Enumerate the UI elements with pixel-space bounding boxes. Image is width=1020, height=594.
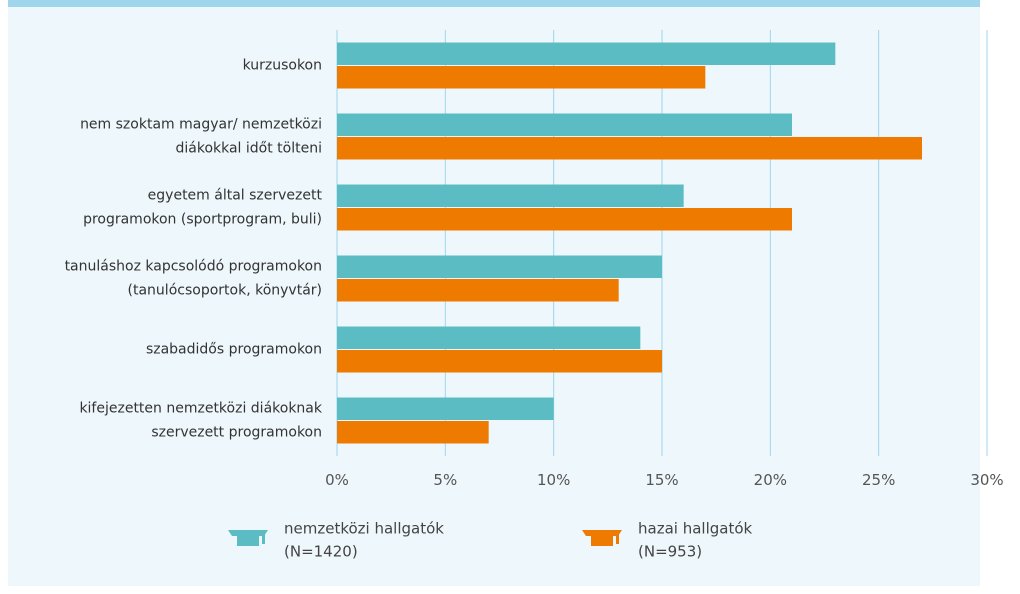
x-tick-label: 20% bbox=[754, 471, 787, 489]
x-tick-label: 30% bbox=[970, 471, 1003, 489]
bar bbox=[337, 350, 662, 373]
bar bbox=[337, 113, 792, 136]
y-tick-label: kifejezetten nemzetközi diákoknak szervez… bbox=[79, 401, 322, 441]
bar bbox=[337, 66, 706, 89]
bar bbox=[337, 208, 792, 231]
x-tick-label: 5% bbox=[433, 471, 457, 489]
legend-label: nemzetközi hallgatók (N=1420) bbox=[284, 519, 444, 560]
x-tick-label: 0% bbox=[325, 471, 349, 489]
legend-icon bbox=[262, 534, 265, 544]
bar bbox=[337, 421, 489, 444]
y-tick-label: nem szoktam magyar/ nemzetközi diákokkal … bbox=[80, 117, 322, 157]
bar bbox=[337, 255, 662, 278]
x-tick-label: 15% bbox=[645, 471, 678, 489]
bar bbox=[337, 326, 641, 349]
y-tick-label: szabadidős programokon bbox=[146, 342, 322, 358]
legend-icon bbox=[616, 534, 619, 544]
y-tick-label: tanuláshoz kapcsolódó programokon (tanuló… bbox=[65, 259, 322, 299]
legend-label: hazai hallgatók (N=953) bbox=[638, 519, 753, 560]
bar bbox=[337, 42, 836, 65]
legend-icon bbox=[228, 530, 268, 536]
y-tick-label: egyetem által szervezett programokon (spo… bbox=[83, 188, 322, 228]
top-border bbox=[8, 0, 980, 7]
bar bbox=[337, 137, 922, 160]
bar bbox=[337, 397, 554, 420]
y-tick-label: kurzusokon bbox=[243, 58, 322, 74]
bar bbox=[337, 279, 619, 302]
legend-icon bbox=[591, 536, 613, 546]
legend-icon bbox=[582, 530, 622, 536]
legend-icon bbox=[237, 536, 259, 546]
x-tick-label: 10% bbox=[537, 471, 570, 489]
bar bbox=[337, 184, 684, 207]
x-tick-label: 25% bbox=[862, 471, 895, 489]
